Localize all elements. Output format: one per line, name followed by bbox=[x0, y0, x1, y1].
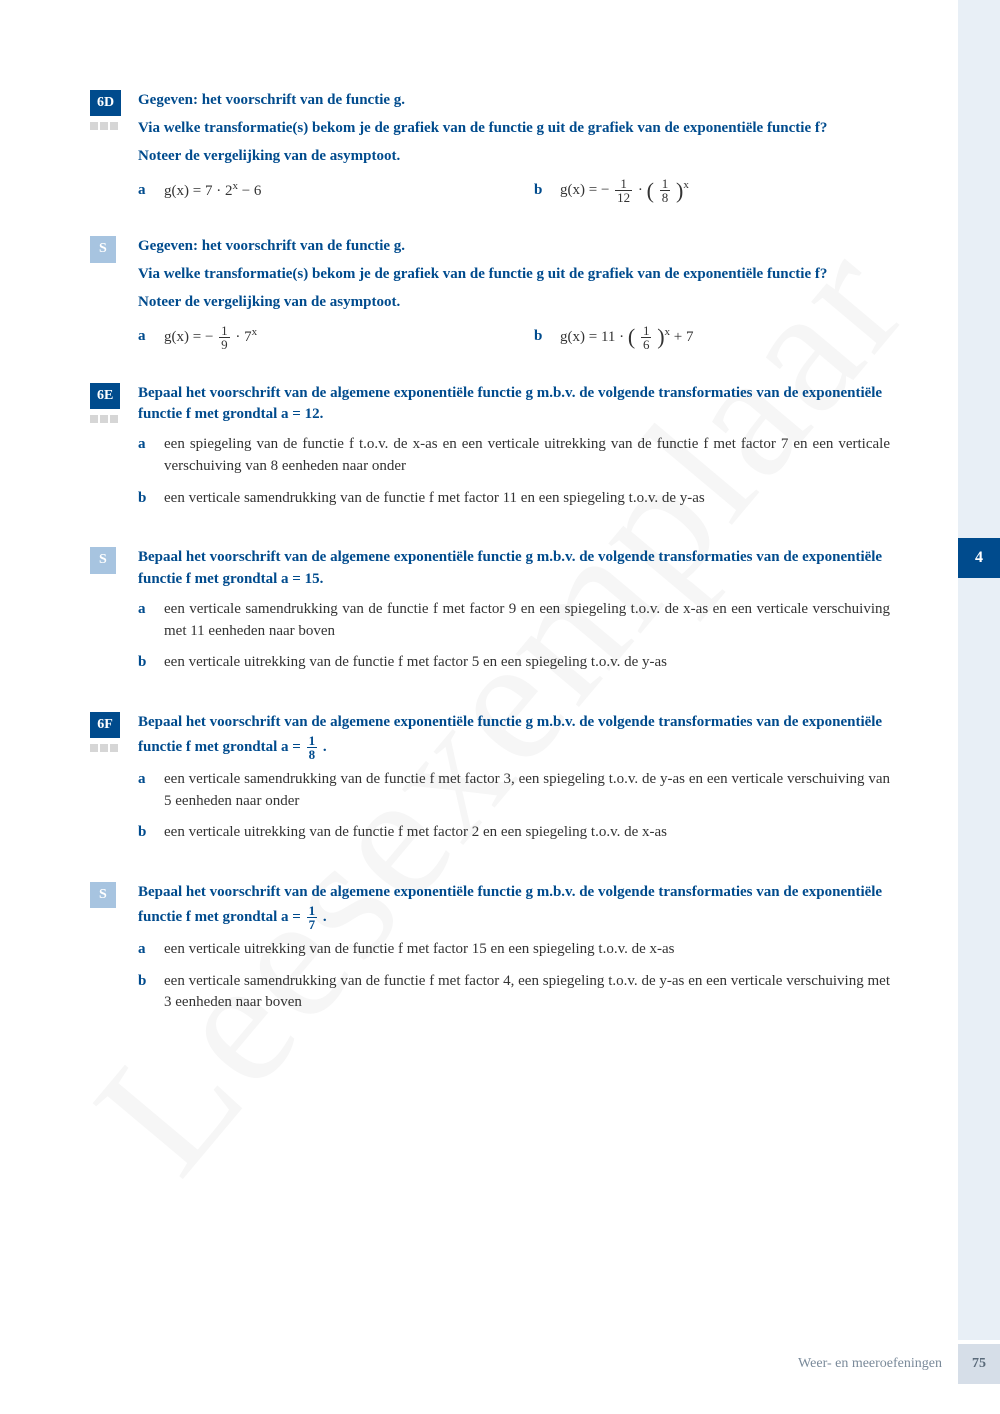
prompt-line: Bepaal het voorschrift van de algemene e… bbox=[138, 383, 890, 427]
badge-6e: 6E bbox=[90, 383, 120, 409]
sub-letter-a: a bbox=[138, 939, 164, 961]
sub-letter-a: a bbox=[138, 599, 164, 643]
chapter-tab: 4 bbox=[958, 538, 1000, 578]
prompt-line: Via welke transformatie(s) bekom je de g… bbox=[138, 264, 890, 286]
difficulty-squares bbox=[90, 744, 118, 752]
exercise-6d: 6D Gegeven: het voorschrift van de funct… bbox=[90, 90, 890, 208]
badge-s: S bbox=[90, 547, 116, 573]
footer-page-number: 75 bbox=[958, 1344, 1000, 1384]
exercise-s3: S Bepaal het voorschrift van de algemene… bbox=[90, 882, 890, 1024]
sub-letter-b: b bbox=[138, 822, 164, 844]
exercise-s2: S Bepaal het voorschrift van de algemene… bbox=[90, 547, 890, 684]
footer-text: Weer- en meeroefeningen bbox=[798, 1354, 942, 1374]
badge-6d: 6D bbox=[90, 90, 121, 116]
sub-letter-b: b bbox=[534, 326, 560, 348]
page-content: 6D Gegeven: het voorschrift van de funct… bbox=[0, 0, 1000, 1112]
prompt-line: Bepaal het voorschrift van de algemene e… bbox=[138, 712, 890, 761]
sub-letter-b: b bbox=[138, 971, 164, 1015]
item-text: een verticale samendrukking van de funct… bbox=[164, 971, 890, 1015]
sub-letter-b: b bbox=[138, 488, 164, 510]
sub-letter-b: b bbox=[138, 652, 164, 674]
sub-letter-a: a bbox=[138, 434, 164, 478]
item-text: een verticale samendrukking van de funct… bbox=[164, 599, 890, 643]
sub-letter-a: a bbox=[138, 769, 164, 813]
sub-letter-a: a bbox=[138, 180, 164, 202]
item-text: een verticale uitrekking van de functie … bbox=[164, 939, 675, 961]
prompt-line: Noteer de vergelijking van de asymptoot. bbox=[138, 292, 890, 314]
prompt-line: Noteer de vergelijking van de asymptoot. bbox=[138, 146, 890, 168]
difficulty-squares bbox=[90, 415, 118, 423]
item-text: een verticale samendrukking van de funct… bbox=[164, 769, 890, 813]
prompt-line: Bepaal het voorschrift van de algemene e… bbox=[138, 882, 890, 931]
item-text: een spiegeling van de functie f t.o.v. d… bbox=[164, 434, 890, 478]
item-text: een verticale uitrekking van de functie … bbox=[164, 822, 667, 844]
difficulty-squares bbox=[90, 122, 118, 130]
exercise-6e: 6E Bepaal het voorschrift van de algemen… bbox=[90, 383, 890, 520]
prompt-line: Via welke transformatie(s) bekom je de g… bbox=[138, 118, 890, 140]
exercise-6f: 6F Bepaal het voorschrift van de algemen… bbox=[90, 712, 890, 854]
item-text: een verticale uitrekking van de functie … bbox=[164, 652, 667, 674]
formula-b: g(x) = − 112 · ( 18 )x bbox=[560, 177, 689, 204]
badge-s: S bbox=[90, 236, 116, 262]
prompt-line: Gegeven: het voorschrift van de functie … bbox=[138, 90, 890, 112]
formula-a: g(x) = 7 · 2x − 6 bbox=[164, 179, 261, 203]
formula-a: g(x) = − 19 · 7x bbox=[164, 324, 257, 351]
item-text: een verticale samendrukking van de funct… bbox=[164, 488, 705, 510]
badge-6f: 6F bbox=[90, 712, 120, 738]
formula-b: g(x) = 11 · ( 16 )x + 7 bbox=[560, 324, 694, 351]
sub-letter-a: a bbox=[138, 326, 164, 348]
sub-letter-b: b bbox=[534, 180, 560, 202]
prompt-line: Gegeven: het voorschrift van de functie … bbox=[138, 236, 890, 258]
badge-s: S bbox=[90, 882, 116, 908]
exercise-s1: S Gegeven: het voorschrift van de functi… bbox=[90, 236, 890, 354]
prompt-line: Bepaal het voorschrift van de algemene e… bbox=[138, 547, 890, 591]
page-footer: Weer- en meeroefeningen 75 bbox=[798, 1344, 1000, 1384]
